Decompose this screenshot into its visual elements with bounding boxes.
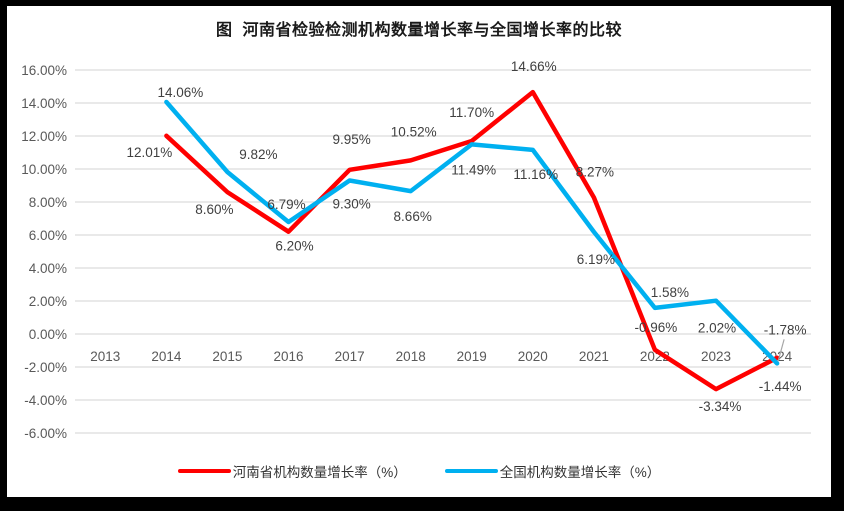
series-line-0 — [164, 89, 780, 392]
y-axis-tick-label: 0.00% — [29, 327, 67, 342]
data-label-series-0: 11.70% — [449, 105, 494, 120]
y-axis-tick-label: 12.00% — [21, 129, 67, 144]
data-label-series-1: 1.58% — [651, 285, 689, 300]
legend-line-swatch-henan — [177, 468, 231, 474]
data-label-series-1: -1.78% — [764, 322, 807, 337]
x-axis-tick-label: 2021 — [579, 349, 609, 364]
legend-line-swatch-national — [444, 468, 498, 474]
legend-item-national: 全国机构数量增长率（%） — [444, 461, 661, 481]
data-label-series-0: 6.20% — [275, 239, 313, 254]
data-label-series-0: -1.44% — [759, 379, 802, 394]
y-axis-tick-label: 14.00% — [21, 96, 67, 111]
data-label-series-1: 2.02% — [698, 321, 736, 336]
label-leader-line — [777, 339, 785, 362]
data-label-series-0: 9.95% — [332, 132, 370, 147]
data-label-series-1: 11.16% — [513, 167, 558, 182]
chart-title: 图 河南省检验检测机构数量增长率与全国增长率的比较 — [216, 22, 622, 39]
chart-panel — [7, 6, 831, 497]
legend-label-national: 全国机构数量增长率（%） — [499, 465, 661, 480]
data-label-series-0: 14.66% — [511, 59, 557, 74]
data-label-series-1: 6.19% — [577, 252, 615, 267]
y-axis-tick-label: 10.00% — [21, 162, 67, 177]
legend-item-henan: 河南省机构数量增长率（%） — [177, 461, 407, 481]
y-axis-tick-label: 6.00% — [29, 228, 67, 243]
data-label-series-0: 8.27% — [576, 165, 614, 180]
x-axis-tick-label: 2017 — [335, 349, 365, 364]
data-label-series-1: 6.79% — [267, 197, 305, 212]
data-label-series-1: 8.66% — [394, 209, 432, 224]
data-label-series-1: 11.49% — [451, 162, 496, 177]
x-axis-tick-label: 2013 — [90, 349, 120, 364]
x-axis-tick-label: 2023 — [701, 349, 731, 364]
y-axis-tick-label: 16.00% — [21, 63, 67, 78]
data-label-series-0: -0.96% — [635, 320, 678, 335]
chart-legend: 河南省机构数量增长率（%） 全国机构数量增长率（%） — [7, 459, 831, 483]
y-axis-tick-label: -6.00% — [24, 426, 67, 441]
x-axis-tick-label: 2015 — [212, 349, 242, 364]
y-axis-tick-label: 8.00% — [29, 195, 67, 210]
data-label-series-0: 12.01% — [127, 145, 173, 160]
series-line-1 — [164, 99, 780, 366]
y-axis-tick-label: -4.00% — [24, 393, 67, 408]
x-axis-tick-label: 2020 — [518, 349, 548, 364]
data-label-series-1: 14.06% — [158, 85, 204, 100]
y-axis-tick-label: -2.00% — [24, 360, 67, 375]
y-axis-tick-label: 4.00% — [29, 261, 67, 276]
data-label-series-1: 9.82% — [239, 147, 277, 162]
data-label-series-0: 10.52% — [391, 124, 437, 139]
data-label-series-1: 9.30% — [332, 197, 370, 212]
data-label-series-0: -3.34% — [699, 399, 742, 414]
x-axis-tick-label: 2019 — [457, 349, 487, 364]
x-axis-tick-label: 2016 — [273, 349, 303, 364]
data-label-series-0: 8.60% — [195, 202, 233, 217]
legend-label-henan: 河南省机构数量增长率（%） — [232, 465, 407, 480]
x-axis-tick-label: 2014 — [151, 349, 182, 364]
x-axis-tick-label: 2018 — [396, 349, 426, 364]
y-axis-tick-label: 2.00% — [29, 294, 67, 309]
